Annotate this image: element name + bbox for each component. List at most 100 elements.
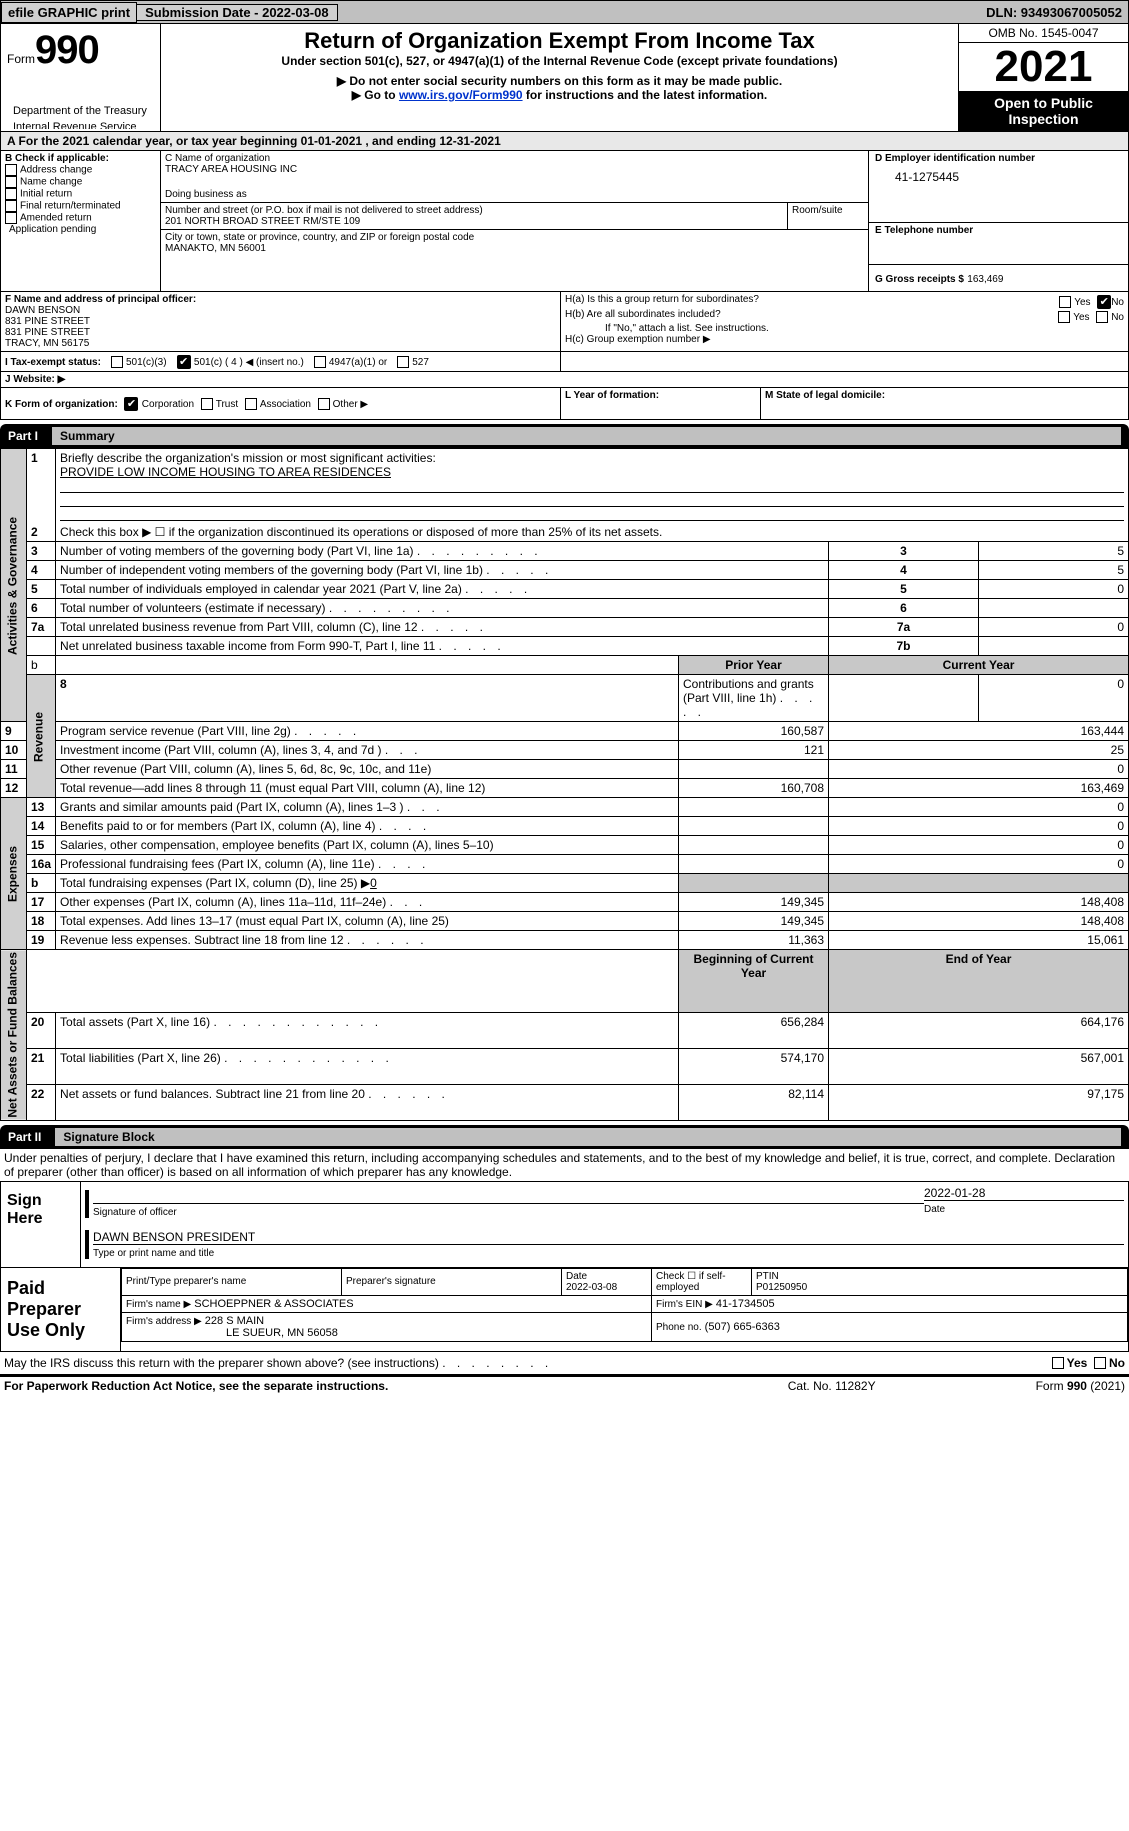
hc-label: H(c) Group exemption number ▶ [565,334,1124,345]
open-public: Open to Public Inspection [959,91,1128,131]
l6t: Total number of volunteers (estimate if … [60,601,325,615]
checkbox-icon[interactable] [201,398,213,410]
faddr-label: Firm's address ▶ [126,1316,202,1327]
l14t: Benefits paid to or for members (Part IX… [60,819,375,833]
submission-date: Submission Date - 2022-03-08 [137,4,338,21]
part2-header: Part II Signature Block [0,1125,1129,1149]
checkbox-icon[interactable] [314,356,326,368]
yes2: Yes [1067,1356,1088,1370]
l11t: Other revenue (Part VIII, column (A), li… [56,760,679,779]
checkbox-icon[interactable] [245,398,257,410]
checkbox-icon[interactable] [5,200,17,212]
officer-name: DAWN BENSON [5,305,556,316]
org-address: 201 NORTH BROAD STREET RM/STE 109 [165,216,783,227]
addr-label: Number and street (or P.O. box if mail i… [165,205,783,216]
opt-addr: Address change [20,165,92,176]
l18c: 148,408 [829,912,1129,931]
l21p: 574,170 [679,1048,829,1084]
org-city: MANAKTO, MN 56001 [165,243,864,254]
h-note: If "No," attach a list. See instructions… [565,323,1124,334]
checkbox-icon[interactable] [1058,311,1070,323]
ssn-note: ▶ Do not enter social security numbers o… [167,74,952,88]
foot-l: For Paperwork Reduction Act Notice, see … [4,1379,388,1393]
ein-value: 41-1275445 [875,164,1122,184]
checkbox-icon[interactable] [1059,296,1071,308]
f-label: F Name and address of principal officer: [5,294,196,305]
part1-title: Summary [52,427,1121,445]
firm-addr2: LE SUEUR, MN 56058 [126,1327,338,1339]
opt-amend: Amended return [20,213,92,224]
checkbox-icon[interactable] [5,188,17,200]
foot-m: Cat. No. 11282Y [788,1379,876,1393]
dba-label: Doing business as [165,189,864,200]
checked-icon: ✔ [124,397,138,411]
rev-side: Revenue [27,675,56,798]
l13p [679,798,829,817]
e-label: E Telephone number [875,225,1122,236]
date-label: Date [924,1204,945,1215]
l17c: 148,408 [829,893,1129,912]
checkbox-icon[interactable] [1096,311,1108,323]
lbt: Total fundraising expenses (Part IX, col… [60,876,370,890]
prior-hdr: Prior Year [679,656,829,675]
checkbox-icon[interactable] [318,398,330,410]
checked-icon: ✔ [177,355,191,369]
l12c: 163,469 [829,779,1129,798]
k-other: Other ▶ [333,399,368,410]
opt-name: Name change [20,177,82,188]
l16at: Professional fundraising fees (Part IX, … [60,857,375,871]
checkbox-icon[interactable] [1052,1357,1064,1369]
tax-year: 2021 [959,43,1128,91]
goto-post: for instructions and the latest informat… [523,88,768,102]
m-label: M State of legal domicile: [761,388,1128,419]
top-toolbar: efile GRAPHIC print Submission Date - 20… [0,0,1129,24]
checkbox-icon[interactable] [1094,1357,1106,1369]
page-footer: For Paperwork Reduction Act Notice, see … [0,1376,1129,1395]
checkbox-icon[interactable] [5,176,17,188]
l10t: Investment income (Part VIII, column (A)… [60,743,381,757]
city-label: City or town, state or province, country… [165,232,864,243]
l9t: Program service revenue (Part VIII, line… [60,724,291,738]
irs-link[interactable]: www.irs.gov/Form990 [399,88,523,102]
l19t: Revenue less expenses. Subtract line 18 … [60,933,344,947]
l13c: 0 [829,798,1129,817]
part2-tag: Part II [8,1130,51,1144]
l11c: 0 [829,760,1129,779]
p-h4: Check ☐ if self-employed [656,1271,747,1293]
efile-button[interactable]: efile GRAPHIC print [1,2,137,23]
j-label: J Website: ▶ [1,372,1128,387]
l8p [829,675,979,722]
b-lbl: b [27,656,56,675]
part1-header: Part I Summary [0,424,1129,448]
checkbox-icon[interactable] [397,356,409,368]
checkbox-icon[interactable] [5,212,17,224]
firm-name: SCHOEPPNER & ASSOCIATES [194,1298,353,1310]
type-label: Type or print name and title [93,1248,214,1259]
checkbox-icon[interactable] [5,164,17,176]
l3v: 5 [979,542,1129,561]
g-label: G Gross receipts $ [875,274,964,285]
l16ac: 0 [829,855,1129,874]
tax-exempt-row: I Tax-exempt status: 501(c)(3) ✔ 501(c) … [0,352,1129,372]
officer-city: TRACY, MN 56175 [5,338,556,349]
phone-label: Phone no. [656,1322,702,1333]
dept-treasury: Department of the Treasury [7,103,154,119]
hb-label: H(b) Are all subordinates included? [565,309,984,323]
form-number: 990 [35,28,99,72]
d-label: D Employer identification number [875,153,1122,164]
i-o4: 527 [412,357,429,368]
l22p: 82,114 [679,1084,829,1120]
l3t: Number of voting members of the governin… [60,544,414,558]
l9c: 163,444 [829,722,1129,741]
checkbox-icon[interactable] [111,356,123,368]
officer-group-block: F Name and address of principal officer:… [0,292,1129,352]
opt-app: Application pending [9,224,156,235]
l19p: 11,363 [679,931,829,950]
l21c: 567,001 [829,1048,1129,1084]
firm-ein: 41-1734505 [716,1298,775,1310]
l-label: L Year of formation: [561,388,761,419]
k-assoc: Association [260,399,311,410]
l1v: PROVIDE LOW INCOME HOUSING TO AREA RESID… [60,465,391,479]
foot-r: Form 990 (2021) [1036,1379,1125,1393]
l10c: 25 [829,741,1129,760]
